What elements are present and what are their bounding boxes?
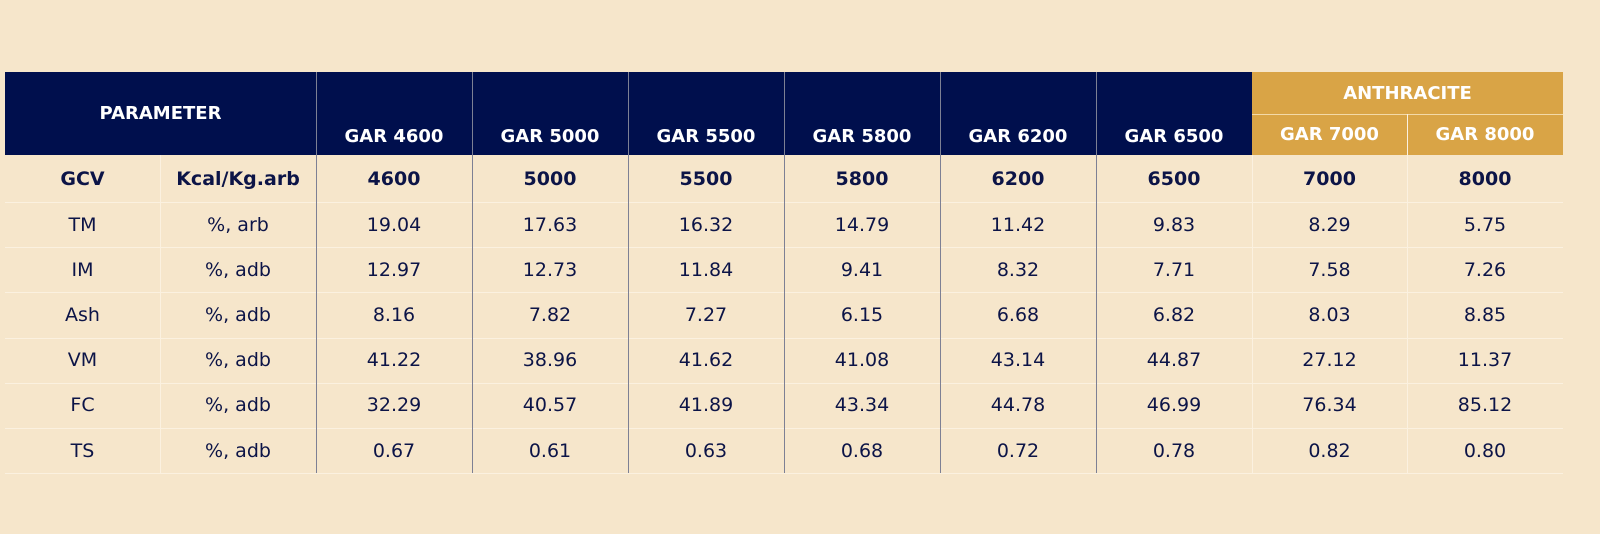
cell: 0.72 <box>996 439 1040 462</box>
column-divider <box>1407 114 1408 474</box>
cell: GCV <box>60 167 105 190</box>
column-divider <box>784 72 785 474</box>
cell: 44.87 <box>1146 349 1202 372</box>
cell: 5.75 <box>1463 213 1507 236</box>
cell: 6500 <box>1147 167 1201 190</box>
column-header: GAR 6200 <box>940 72 1096 155</box>
column-divider <box>160 155 161 474</box>
column-header: GAR 4600 <box>316 72 472 155</box>
row-divider <box>5 473 1563 475</box>
cell: 11.37 <box>1457 349 1513 372</box>
group-header: ANTHRACITE <box>1252 72 1563 114</box>
cell: 41.22 <box>366 349 422 372</box>
cell: 5500 <box>679 167 733 190</box>
cell: 8.29 <box>1308 213 1351 236</box>
cell: 7.58 <box>1308 258 1351 281</box>
cell: 7.71 <box>1152 258 1196 281</box>
parameter-header: PARAMETER <box>5 72 316 155</box>
cell: 6.15 <box>840 303 884 326</box>
cell: 0.82 <box>1308 439 1351 462</box>
column-divider <box>472 72 473 474</box>
cell: %, adb <box>205 303 271 326</box>
cell: 8.32 <box>996 258 1040 281</box>
column-header: GAR 8000 <box>1407 114 1563 155</box>
cell: 9.83 <box>1152 213 1196 236</box>
cell: %, adb <box>205 258 271 281</box>
cell: 7.82 <box>528 303 572 326</box>
cell: TM <box>68 213 97 236</box>
cell: 41.62 <box>678 349 734 372</box>
cell: %, adb <box>205 394 271 417</box>
cell: FC <box>70 394 95 417</box>
cell: VM <box>67 349 98 372</box>
column-header: GAR 7000 <box>1252 114 1407 155</box>
cell: 7.27 <box>684 303 728 326</box>
cell: 16.32 <box>678 213 734 236</box>
column-header: GAR 5800 <box>784 72 940 155</box>
cell: 76.34 <box>1302 394 1357 417</box>
cell: 85.12 <box>1457 394 1513 417</box>
column-header: GAR 5500 <box>628 72 784 155</box>
cell: %, arb <box>207 213 269 236</box>
column-divider <box>628 72 629 474</box>
cell: 9.41 <box>840 258 884 281</box>
cell: Kcal/Kg.arb <box>176 167 300 190</box>
cell: 0.68 <box>840 439 884 462</box>
cell: 43.14 <box>990 349 1046 372</box>
cell: 6.82 <box>1152 303 1196 326</box>
column-divider <box>1096 72 1097 474</box>
cell: 7.26 <box>1463 258 1507 281</box>
cell: 38.96 <box>522 349 578 372</box>
cell: 8.85 <box>1463 303 1507 326</box>
cell: 6.68 <box>996 303 1040 326</box>
cell: 5000 <box>523 167 577 190</box>
cell: 27.12 <box>1302 349 1357 372</box>
cell: 14.79 <box>834 213 890 236</box>
cell: 46.99 <box>1146 394 1202 417</box>
cell: 0.78 <box>1152 439 1196 462</box>
cell: 43.34 <box>834 394 890 417</box>
cell: 40.57 <box>522 394 578 417</box>
column-header: GAR 5000 <box>472 72 628 155</box>
cell: 8000 <box>1458 167 1512 190</box>
cell: 0.63 <box>684 439 728 462</box>
cell: 0.67 <box>372 439 416 462</box>
cell: 11.84 <box>678 258 734 281</box>
cell: %, adb <box>205 349 271 372</box>
cell: Ash <box>65 303 100 326</box>
column-divider <box>1252 155 1253 474</box>
cell: IM <box>71 258 94 281</box>
column-divider <box>940 72 941 474</box>
cell: 4600 <box>367 167 421 190</box>
cell: 41.89 <box>678 394 734 417</box>
cell: 0.80 <box>1463 439 1507 462</box>
column-header: GAR 6500 <box>1096 72 1252 155</box>
cell: 19.04 <box>366 213 422 236</box>
cell: 7000 <box>1303 167 1356 190</box>
cell: 12.73 <box>522 258 578 281</box>
cell: 44.78 <box>990 394 1046 417</box>
cell: %, adb <box>205 439 271 462</box>
cell: 17.63 <box>522 213 578 236</box>
cell: 0.61 <box>528 439 572 462</box>
cell: 6200 <box>991 167 1045 190</box>
cell: 41.08 <box>834 349 890 372</box>
cell: 8.03 <box>1308 303 1351 326</box>
cell: 12.97 <box>366 258 422 281</box>
cell: 11.42 <box>990 213 1046 236</box>
cell: 32.29 <box>366 394 422 417</box>
cell: 8.16 <box>372 303 416 326</box>
column-divider <box>316 72 317 474</box>
cell: TS <box>70 439 95 462</box>
cell: 5800 <box>835 167 889 190</box>
